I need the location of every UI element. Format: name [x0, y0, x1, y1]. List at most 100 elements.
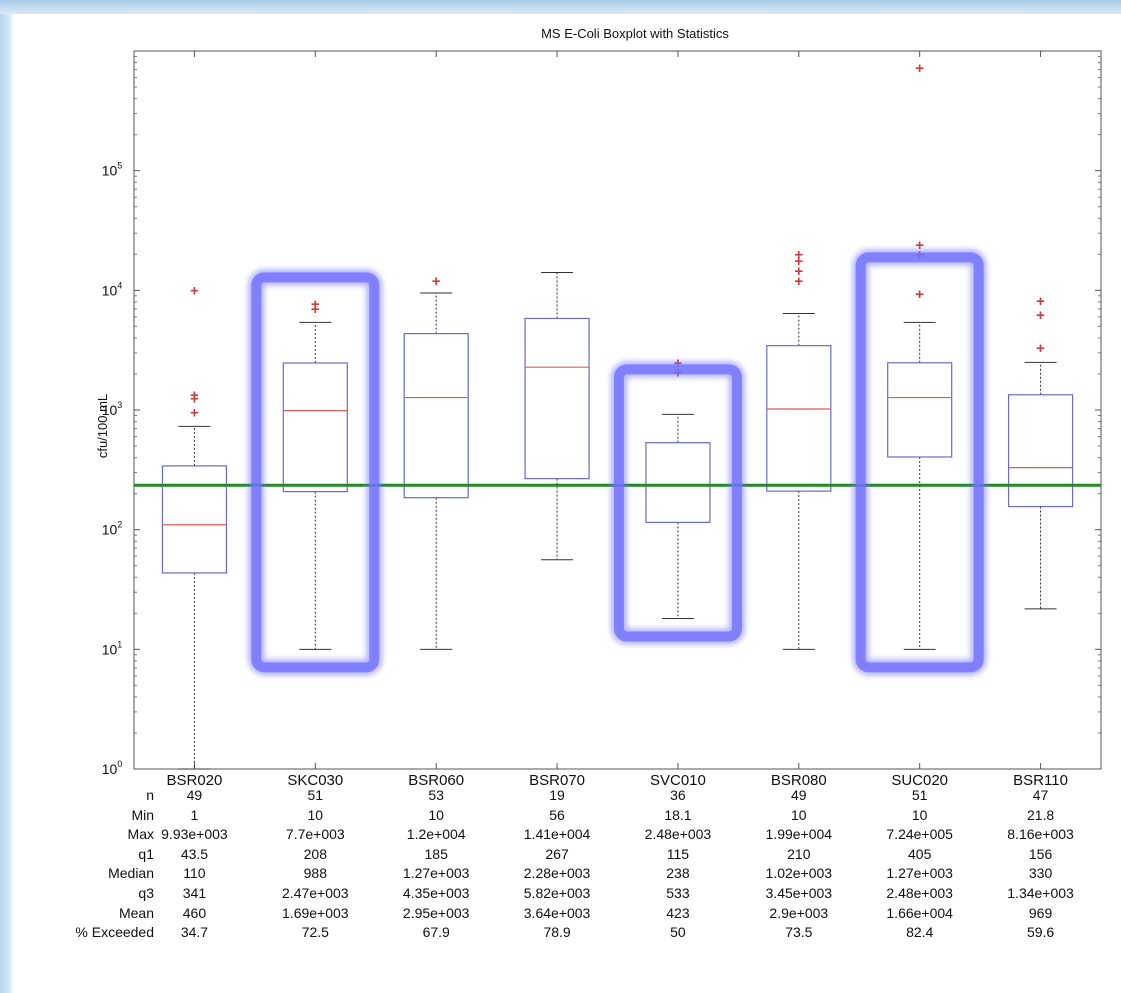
highlight-frame-svc010-glow [610, 361, 745, 645]
outlier-marker: + [915, 60, 924, 77]
stats-row-label: Max [127, 826, 154, 843]
stats-cell: 51 [911, 787, 928, 803]
stats-cell: 82.4 [906, 924, 934, 941]
y-tick-label: 104 [102, 280, 123, 298]
stats-cell: 1.27e+003 [402, 865, 470, 882]
highlight-frame-suc020 [855, 252, 984, 673]
outlier-marker: + [311, 296, 320, 313]
stats-cell: 210 [787, 845, 811, 862]
stats-cell: 423 [666, 904, 690, 921]
box [887, 362, 953, 458]
box [645, 442, 711, 524]
stats-cell: 1.41e+004 [523, 826, 591, 843]
stats-row-label: Median [108, 865, 154, 882]
stats-cell: 67.9 [422, 924, 450, 941]
highlight-frame-svc010 [613, 364, 742, 642]
outlier-marker: + [190, 405, 199, 422]
chart-title: MS E-Coli Boxplot with Statistics [541, 26, 729, 41]
stats-cell: 10 [791, 806, 807, 823]
outlier-marker: + [794, 253, 803, 270]
outlier-marker: + [432, 273, 441, 290]
stats-cell: 47 [1032, 787, 1049, 803]
stats-row-label: Mean [118, 904, 154, 921]
stats-cell: 2.28e+003 [523, 865, 591, 882]
x-category-label: BSR110 [1013, 772, 1068, 789]
stats-cell: 1 [190, 806, 199, 823]
stats-cell: 51 [307, 787, 324, 803]
box [524, 317, 590, 480]
outlier-marker: + [1036, 307, 1045, 324]
plot-layer: 100 101 102 103 104 105 BSR020 SKC030 BSR060 BSR0… [102, 50, 1102, 789]
figure-canvas: MS E-Coli Boxplot with Statistics cfu/10… [14, 14, 1121, 993]
stats-cell: 1.2e+004 [406, 826, 466, 843]
outlier-marker: + [1036, 293, 1045, 310]
box [282, 362, 348, 493]
stats-cell: 36 [670, 787, 686, 803]
stats-cell: 330 [1028, 865, 1053, 882]
outlier-marker: + [915, 286, 924, 303]
outlier-marker: + [794, 247, 803, 264]
stats-cell: 1.34e+003 [1007, 885, 1074, 901]
y-tick-label: 105 [102, 161, 123, 179]
stats-cell: 4.35e+003 [402, 885, 470, 901]
outlier-marker: + [794, 273, 803, 290]
stats-cell: 341 [182, 885, 207, 901]
stats-cell: 3.64e+003 [523, 904, 591, 921]
stats-row-label: q1 [138, 845, 154, 862]
x-category-label: SVC010 [650, 772, 706, 789]
y-tick-label: 101 [102, 639, 123, 657]
box [403, 332, 469, 499]
window-top-band [0, 0, 1121, 14]
stats-cell: 988 [303, 865, 327, 882]
stats-cell: 185 [424, 845, 448, 862]
y-axis-label: cfu/100 mL [95, 394, 110, 458]
outlier-marker: + [190, 283, 199, 300]
stats-cell: 533 [666, 885, 690, 901]
stats-cell: 18.1 [664, 806, 692, 823]
stats-cell: 156 [1028, 845, 1053, 862]
stats-cell: 21.8 [1026, 806, 1055, 823]
stats-cell: 56 [549, 806, 565, 823]
stats-cell: 3.45e+003 [765, 885, 833, 901]
stats-row-label: n [146, 787, 154, 803]
stats-cell: 1.02e+003 [765, 865, 833, 882]
outlier-marker: + [915, 237, 924, 254]
stats-cell: 10 [911, 806, 928, 823]
stats-cell: 9.93e+003 [161, 826, 228, 843]
stats-cell: 115 [666, 845, 690, 862]
box [766, 345, 832, 492]
stats-cell: 1.69e+003 [282, 904, 349, 921]
box [1007, 394, 1074, 508]
x-category-label: BSR080 [771, 772, 827, 789]
stats-cell: 460 [182, 904, 207, 921]
stats-cell: 19 [549, 787, 565, 803]
stats-cell: 34.7 [180, 924, 209, 941]
y-tick-label: 102 [102, 520, 123, 538]
stats-cell: 405 [908, 845, 932, 862]
stats-cell: 1.66e+004 [886, 904, 953, 921]
box [161, 465, 228, 574]
x-category-label: SKC030 [287, 772, 343, 789]
x-category-label: SUC020 [891, 772, 948, 789]
stats-cell: 7.7e+003 [285, 826, 345, 843]
x-category-label: BSR020 [167, 772, 223, 789]
stats-cell: 5.82e+003 [523, 885, 591, 901]
outlier-marker: + [190, 390, 199, 407]
stats-cell: 49 [186, 787, 203, 803]
stats-cell: 969 [1028, 904, 1053, 921]
stats-cell: 10 [428, 806, 444, 823]
stats-cell: 53 [428, 787, 444, 803]
outlier-marker: + [190, 387, 199, 404]
stats-row-label: Min [131, 806, 154, 823]
boxplot-figure: MS E-Coli Boxplot with Statistics cfu/10… [95, 26, 1102, 789]
stats-cell: 2.47e+003 [282, 885, 349, 901]
stats-row-label: q3 [138, 885, 154, 901]
stats-cell: 2.48e+003 [886, 885, 953, 901]
stats-cell: 72.5 [301, 924, 329, 941]
stats-cell: 50 [670, 924, 686, 941]
outlier-marker: + [311, 301, 320, 318]
stats-cell: 59.6 [1026, 924, 1055, 941]
stats-cell: 78.9 [543, 924, 571, 941]
stats-cell: 110 [183, 865, 206, 882]
stats-cell: 10 [307, 806, 324, 823]
